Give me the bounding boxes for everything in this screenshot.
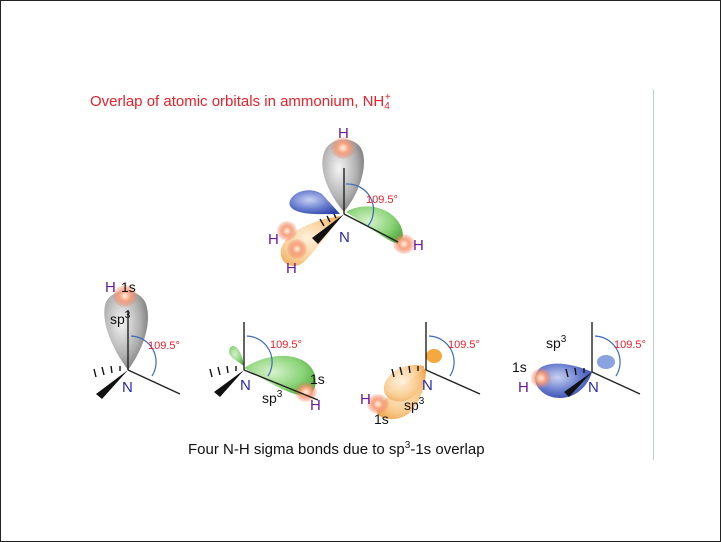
orbital-sp3-label: sp3	[546, 334, 567, 351]
bond-wedge	[96, 370, 128, 399]
orbital-sp3-label: sp3	[404, 396, 425, 413]
sp3-lobe-blue	[535, 363, 592, 398]
ammonium-combined: 109.5° H H H H N	[268, 125, 424, 277]
orbital-sp3-label: sp3	[110, 310, 131, 327]
angle-arc	[345, 183, 375, 227]
s-orbital-left	[277, 221, 297, 241]
bond-hash	[391, 365, 419, 378]
bond-wedge	[214, 370, 244, 397]
orbital-1s-label: 1s	[121, 279, 136, 295]
orbital-1s-label: 1s	[310, 371, 325, 387]
angle-label: 109.5°	[614, 339, 646, 351]
h-label-bottom: H	[286, 260, 297, 277]
angle-arc	[428, 335, 455, 377]
orbital-1s-label: 1s	[374, 411, 389, 427]
slide-divider	[653, 90, 654, 460]
caption-superscript: 3	[404, 440, 411, 451]
angle-arc	[246, 335, 273, 377]
bond-hash	[209, 365, 237, 378]
sp3-lobe-green	[346, 206, 403, 244]
h-label-left: H	[268, 231, 279, 248]
panel-orange-overlap: 109.5° N sp3 H 1s	[360, 322, 481, 427]
sp3-lobe-blue	[289, 190, 340, 215]
s-orbital-bottom	[287, 239, 307, 259]
s-orbital-top	[331, 137, 355, 159]
title-superscript: +	[384, 92, 391, 103]
h-label-right: H	[413, 237, 424, 254]
h-label: H	[105, 279, 116, 296]
s-orbital	[367, 394, 389, 414]
caption-before: Four N-H sigma bonds due to sp	[188, 441, 405, 458]
bond-hash	[319, 213, 337, 227]
sp3-lobe-orange-small	[426, 349, 442, 363]
s-orbital-right	[393, 234, 415, 254]
sp3-lobe-green-small	[229, 346, 244, 366]
s-orbital	[113, 285, 137, 307]
sp3-lobe-gray	[322, 139, 364, 212]
diagram-title: Overlap of atomic orbitals in ammonium, …	[90, 92, 391, 112]
angle-label: 109.5°	[270, 339, 302, 351]
title-text: Overlap of atomic orbitals in ammonium, …	[90, 93, 385, 110]
h-label-top: H	[338, 125, 349, 142]
bond-axis-right	[127, 369, 181, 395]
diagram-caption: Four N-H sigma bonds due to sp3-1s overl…	[188, 440, 485, 458]
angle-label: 109.5°	[148, 340, 180, 352]
angle-label: 109.5°	[366, 194, 398, 206]
h-label: H	[310, 397, 321, 414]
s-orbital	[531, 368, 551, 388]
bond-hash	[565, 367, 585, 378]
n-label: N	[422, 377, 433, 394]
bond-hash	[93, 365, 121, 378]
bond-wedge	[312, 214, 344, 244]
panel-green-overlap: 109.5° N sp3 1s H	[209, 322, 325, 414]
bond-axis-right	[243, 369, 319, 401]
sp3-lobe-gray	[104, 290, 148, 370]
bond-wedge	[564, 372, 592, 397]
h-label: H	[518, 379, 529, 396]
bond-axis-right	[343, 213, 399, 243]
title-subscript: 4	[384, 101, 390, 112]
orbital-sp3-label: sp3	[262, 389, 283, 406]
sp3-lobe-blue-small	[597, 355, 615, 369]
n-label: N	[240, 377, 251, 394]
angle-label: 109.5°	[448, 339, 480, 351]
angle-arc	[594, 335, 621, 377]
n-label: N	[339, 229, 350, 246]
n-label: N	[122, 379, 133, 396]
caption-after: -1s overlap	[410, 441, 485, 458]
bond-axis-right	[591, 371, 641, 395]
angle-arc	[130, 335, 157, 377]
bond-axis-right	[425, 369, 481, 395]
panel-gray-overlap: 109.5° H 1s sp3 N	[93, 279, 181, 399]
h-label: H	[360, 391, 371, 408]
panel-blue-overlap: 109.5° sp3 1s H N	[512, 322, 646, 398]
orbital-1s-label: 1s	[512, 359, 527, 375]
n-label: N	[588, 379, 599, 396]
